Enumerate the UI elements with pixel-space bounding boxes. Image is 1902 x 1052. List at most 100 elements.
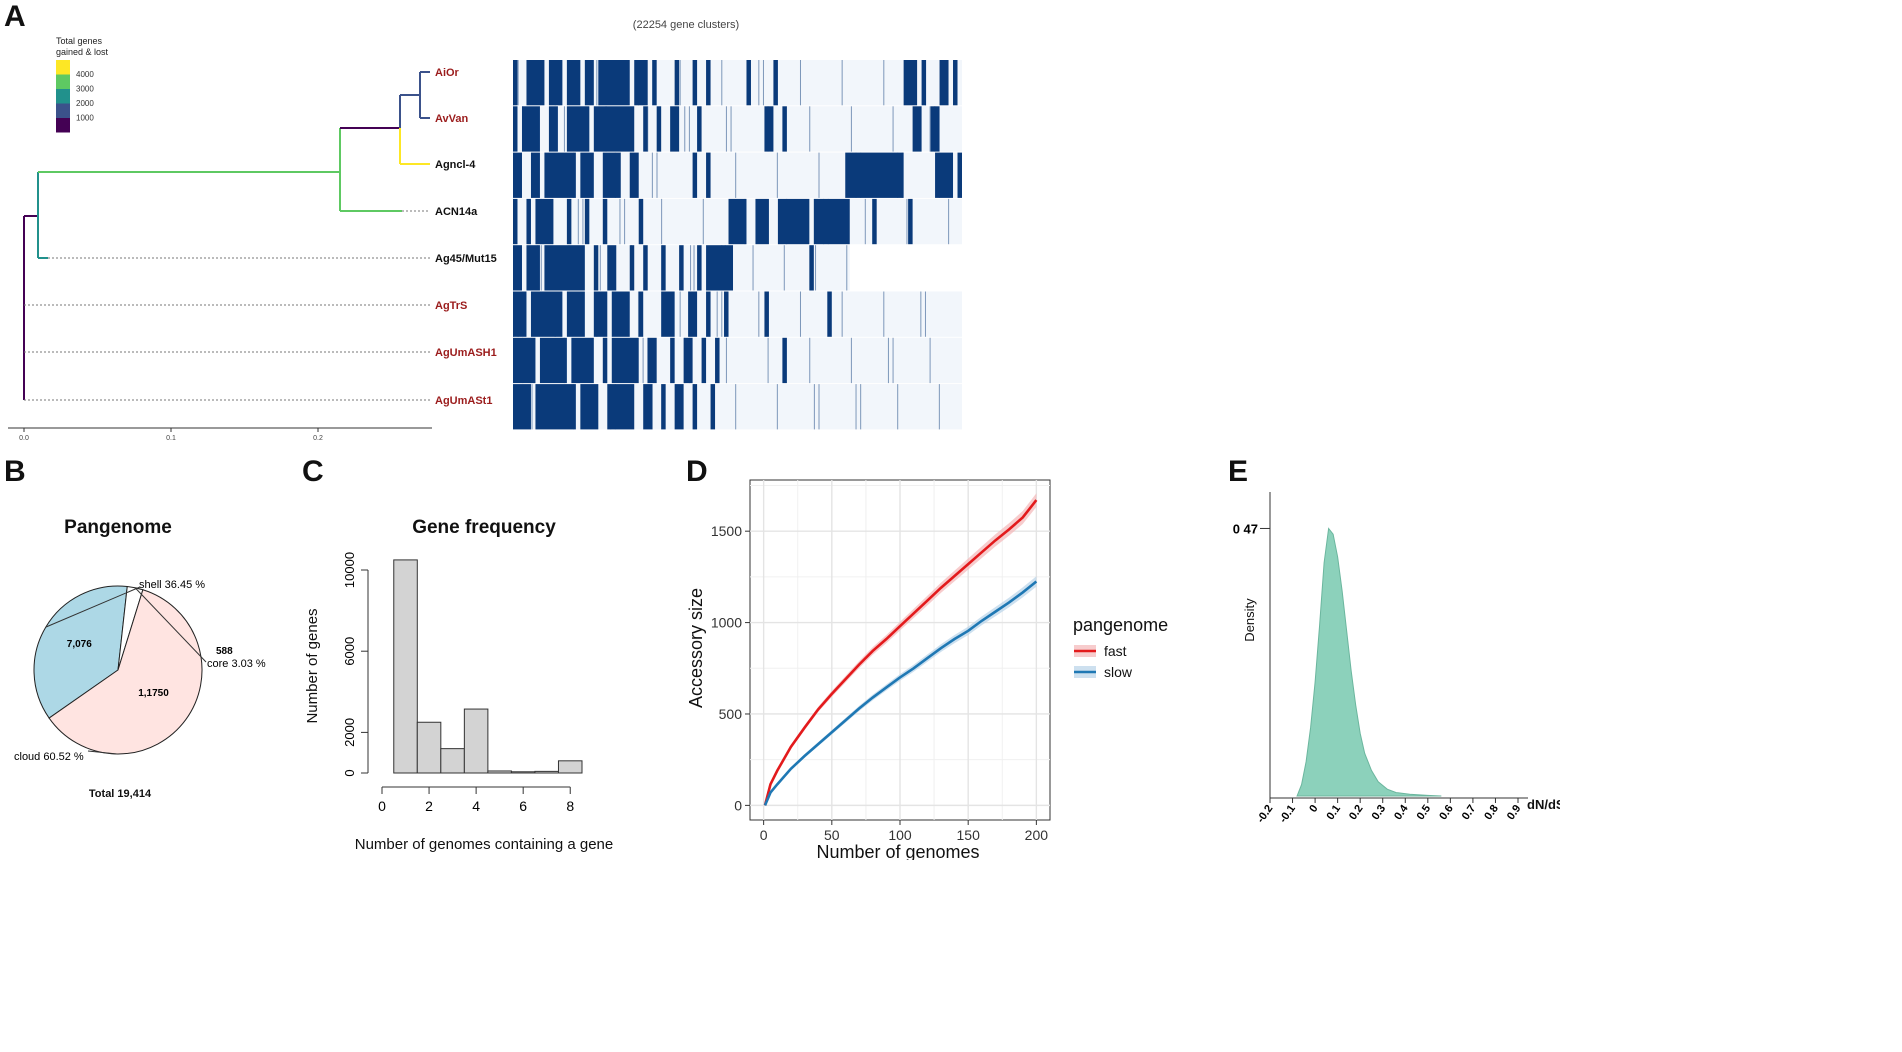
heatmap-line — [776, 152, 778, 198]
heatmap-present-block — [908, 198, 913, 245]
heatmap-line — [614, 384, 616, 430]
tree-axis-tick-label: 0.0 — [19, 435, 29, 442]
panel-letter-b: B — [4, 455, 26, 488]
heatmap-line — [850, 106, 852, 152]
line-y-tick-label: 0 — [734, 797, 742, 813]
series-ribbon-slow — [765, 576, 1037, 807]
heatmap-line — [605, 337, 607, 384]
density-x-tick-label: 0.2 — [1347, 803, 1366, 822]
heatmap-present-block — [764, 291, 769, 337]
heatmap-line — [752, 245, 754, 291]
heatmap-present-block — [584, 60, 594, 106]
density-y-tick-label: 0 47 — [1233, 521, 1258, 536]
heatmap-grid — [513, 60, 962, 430]
heatmap-present-block — [764, 106, 774, 152]
heatmap-line — [651, 152, 653, 198]
heatmap-line — [554, 60, 556, 106]
hist-bar — [393, 559, 418, 774]
heatmap-line — [721, 245, 723, 291]
legend-swatch — [56, 103, 70, 118]
heatmap-line — [827, 198, 829, 245]
heatmap-present-block — [755, 198, 769, 245]
heatmap-line — [605, 106, 607, 152]
heatmap-present-block — [593, 291, 608, 337]
heatmap-present-block — [530, 152, 540, 198]
taxon-label: ACN14a — [435, 206, 478, 218]
heatmap-line — [637, 60, 639, 106]
heatmap-present-block — [584, 198, 590, 245]
panel-e-density: 0 47 -0.2 -0.1 0 0.1 0.2 0.3 0.4 0.5 0.6 0.7 0.8 0.9… — [1233, 492, 1560, 825]
heatmap-line — [799, 291, 801, 337]
heatmap-line — [758, 60, 760, 106]
heatmap-present-block — [661, 245, 666, 291]
heatmap-line — [693, 384, 695, 430]
heatmap-present-block — [513, 384, 531, 430]
heatmap-present-block — [634, 60, 648, 106]
heatmap-line — [938, 384, 940, 430]
heatmap-present-block — [935, 152, 954, 198]
heatmap-present-block — [706, 60, 711, 106]
heatmap-line — [642, 337, 644, 384]
heatmap-line — [563, 337, 565, 384]
density-x-tick-label: 0.6 — [1437, 803, 1456, 822]
panel-letter-c: C — [302, 455, 324, 488]
line-ylabel: Accessory size — [686, 588, 706, 708]
heatmap-line — [563, 106, 565, 152]
heatmap-present-block — [513, 337, 536, 384]
legend-swatch — [56, 60, 70, 75]
pie-slice-cloud — [48, 589, 203, 755]
pie-count-core: 588 — [216, 646, 233, 657]
heatmap-line — [531, 384, 533, 430]
series-ribbon-fast — [765, 493, 1037, 807]
heatmap-present-block — [544, 245, 585, 291]
heatmap-present-block — [710, 384, 716, 430]
tree-axis-ticks: 0.0 0.1 0.2 — [19, 428, 323, 442]
legend-swatch — [56, 74, 70, 89]
line-y-tick-label: 1500 — [711, 523, 742, 539]
line-x-tick-label: 100 — [888, 827, 912, 843]
heatmap-line — [924, 60, 926, 106]
heatmap-present-block — [777, 198, 810, 245]
heatmap-present-block — [638, 198, 644, 245]
heatmap-line — [776, 384, 778, 430]
pie-leader-core — [134, 587, 207, 663]
heatmap-line — [735, 152, 737, 198]
heatmap-line — [920, 291, 922, 337]
heatmap-line — [684, 106, 686, 152]
heatmap-present-block — [652, 60, 657, 106]
series-line-fast — [763, 499, 1038, 806]
pie-count-cloud: 1,1750 — [138, 688, 169, 699]
heatmap-present-block — [688, 291, 698, 337]
heatmap-present-block — [602, 198, 608, 245]
heatmap-line — [647, 106, 649, 152]
heatmap-present-block — [607, 245, 617, 291]
pie-leader-shell — [45, 586, 141, 628]
tree-axis-tick-label: 0.1 — [166, 435, 176, 442]
heatmap-present-block — [683, 337, 693, 384]
pie-label-core: core 3.03 % — [207, 658, 266, 670]
taxa-labels: AiOr AvVan Agncl-4 ACN14a Ag45/Mut15 AgTrS AgU… — [435, 67, 497, 407]
heatmap-present-block — [845, 152, 904, 198]
heatmap-present-block — [692, 384, 698, 430]
density-x-tick-label: 0.9 — [1505, 803, 1524, 822]
heatmap-line — [582, 198, 584, 245]
heatmap-present-block — [521, 106, 540, 152]
heatmap-present-block — [903, 60, 918, 106]
heatmap-present-block — [656, 106, 662, 152]
heatmap-line — [725, 106, 727, 152]
heatmap-line — [721, 60, 723, 106]
heatmap-line — [934, 106, 936, 152]
heatmap-line — [883, 291, 885, 337]
heatmap-line — [599, 245, 601, 291]
heatmap-line — [702, 198, 704, 245]
pie-label-cloud: cloud 60.52 % — [14, 751, 84, 763]
heatmap-line — [841, 291, 843, 337]
heatmap-line — [693, 245, 695, 291]
taxon-label: Ag45/Mut15 — [435, 253, 497, 265]
panel-d-line: 0 50 100 150 200 0 500 1000 1500 Number of genom… — [686, 479, 1168, 860]
heatmap-line — [684, 337, 686, 384]
pie-leader-cloud — [87, 750, 118, 755]
panel-c-histogram: Gene frequency 0 2 4 6 8 0 2000 6000 10000 Numbe… — [304, 517, 613, 853]
heatmap-present-block — [670, 106, 680, 152]
heatmap-line — [762, 60, 764, 106]
